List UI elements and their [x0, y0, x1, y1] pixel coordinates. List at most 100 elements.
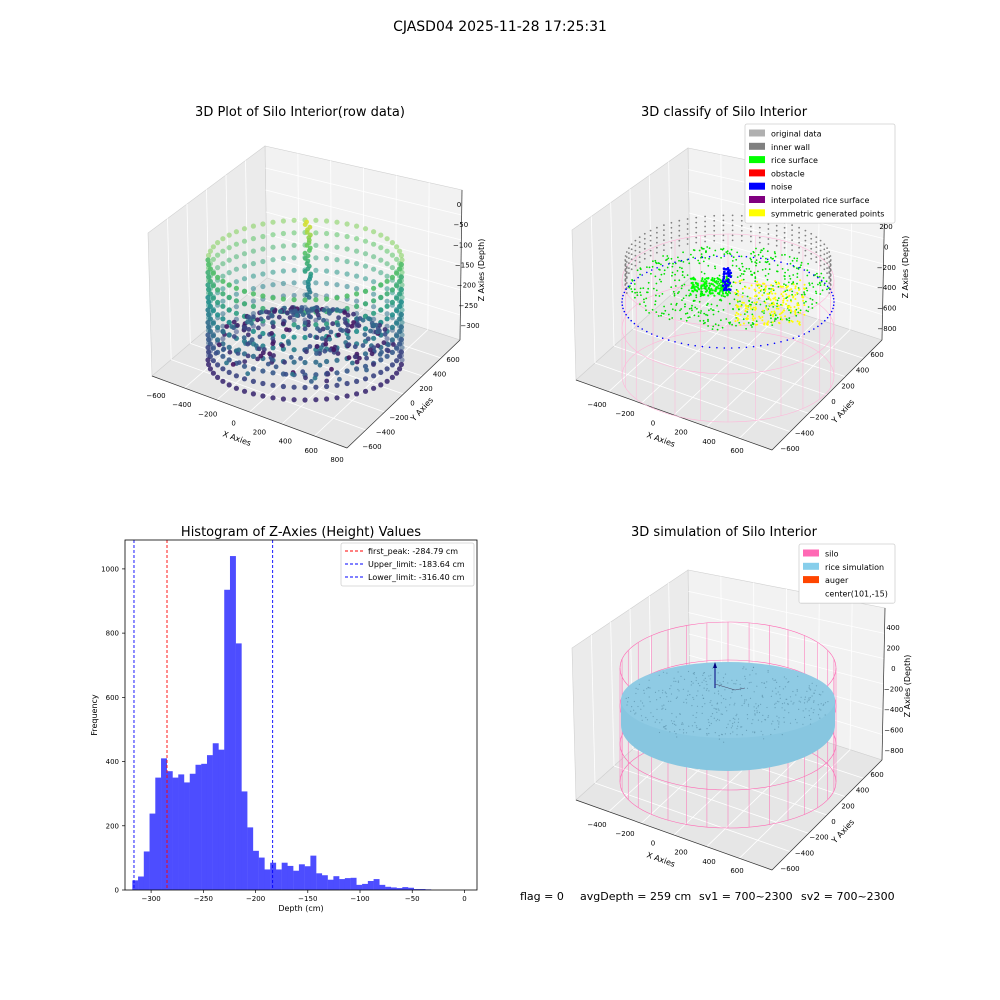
data-point — [384, 353, 390, 359]
x-tick-label: 400 — [702, 858, 715, 866]
data-point — [684, 305, 686, 308]
chart-title: 3D Plot of Silo Interior(row data) — [195, 105, 405, 120]
x-tick-label: −100 — [350, 895, 369, 903]
data-point — [362, 351, 369, 357]
data-point — [633, 279, 636, 282]
data-point — [819, 244, 822, 247]
data-point — [673, 730, 676, 733]
data-point — [648, 687, 650, 689]
data-point — [684, 303, 686, 306]
data-point — [707, 320, 709, 322]
data-point — [313, 384, 319, 390]
data-point — [751, 326, 753, 328]
data-point — [233, 373, 239, 379]
data-point — [810, 242, 813, 245]
data-point — [270, 345, 276, 351]
data-point — [729, 292, 732, 295]
data-point — [810, 252, 813, 255]
data-point — [644, 305, 647, 307]
data-point — [694, 344, 696, 347]
data-point — [713, 229, 716, 232]
data-point — [728, 273, 731, 277]
y-tick-label: 0 — [410, 400, 414, 408]
data-point — [765, 306, 767, 309]
data-point — [670, 236, 673, 239]
data-point — [646, 271, 648, 274]
data-point — [709, 292, 712, 295]
data-point — [828, 256, 831, 258]
data-point — [720, 294, 723, 297]
data-point — [828, 292, 831, 294]
data-point — [740, 726, 742, 728]
data-point — [313, 292, 319, 298]
data-point — [792, 265, 795, 267]
data-point — [682, 729, 685, 731]
data-point — [226, 270, 232, 276]
data-point — [739, 683, 741, 686]
data-point — [625, 266, 628, 268]
data-point — [673, 680, 675, 682]
data-point — [226, 319, 232, 325]
histogram-bar — [206, 755, 213, 890]
data-point — [687, 258, 690, 261]
data-point — [748, 268, 751, 270]
data-point — [335, 351, 341, 356]
data-point — [334, 282, 340, 288]
data-point — [703, 687, 705, 689]
data-point — [648, 312, 650, 314]
flag-text: flag = 0 — [520, 890, 564, 903]
data-point — [824, 282, 826, 285]
histogram-bar — [390, 887, 397, 890]
data-point — [233, 298, 239, 304]
data-point — [638, 236, 641, 239]
legend-swatch — [749, 182, 765, 190]
x-tick-label: −400 — [587, 821, 606, 829]
data-point — [384, 236, 390, 242]
data-point — [710, 278, 713, 282]
histogram-bar — [298, 864, 305, 890]
data-point — [745, 267, 748, 270]
depth-histogram: Histogram of Z-Axies (Height) Values−300… — [90, 525, 478, 913]
data-point — [658, 262, 661, 265]
data-point — [210, 333, 216, 339]
data-point — [695, 716, 697, 719]
data-point — [826, 288, 828, 291]
data-point — [767, 716, 769, 719]
data-point — [639, 291, 642, 294]
data-point — [362, 288, 369, 294]
y-tick-label: 600 — [870, 351, 883, 359]
x-axis-label: X Axies — [645, 850, 676, 869]
histogram-bar — [350, 877, 357, 890]
data-point — [205, 282, 211, 288]
data-point — [233, 329, 239, 335]
data-point — [796, 282, 798, 285]
data-point — [649, 244, 652, 247]
grid-line — [590, 634, 596, 784]
data-point — [750, 240, 752, 243]
data-point — [736, 679, 738, 681]
data-point — [314, 335, 320, 340]
data-point — [808, 687, 810, 689]
data-point — [362, 263, 369, 269]
data-point — [250, 236, 256, 242]
data-point — [709, 724, 711, 727]
data-point — [712, 254, 715, 257]
data-point — [273, 364, 279, 370]
data-point — [384, 336, 390, 342]
data-point — [755, 264, 757, 267]
data-point — [752, 345, 755, 348]
data-point — [293, 308, 298, 314]
data-point — [803, 288, 806, 291]
data-point — [806, 701, 808, 703]
data-point — [624, 265, 627, 267]
data-point — [658, 278, 661, 281]
y-tick-label: 800 — [106, 630, 119, 638]
data-point — [327, 347, 333, 353]
data-point — [624, 284, 627, 286]
data-point — [666, 672, 668, 674]
data-point — [721, 284, 725, 288]
data-point — [674, 285, 677, 287]
z-tick-label: 0 — [884, 243, 888, 251]
data-point — [704, 285, 707, 288]
figure-title: CJASD04 2025-11-28 17:25:31 — [393, 19, 607, 35]
